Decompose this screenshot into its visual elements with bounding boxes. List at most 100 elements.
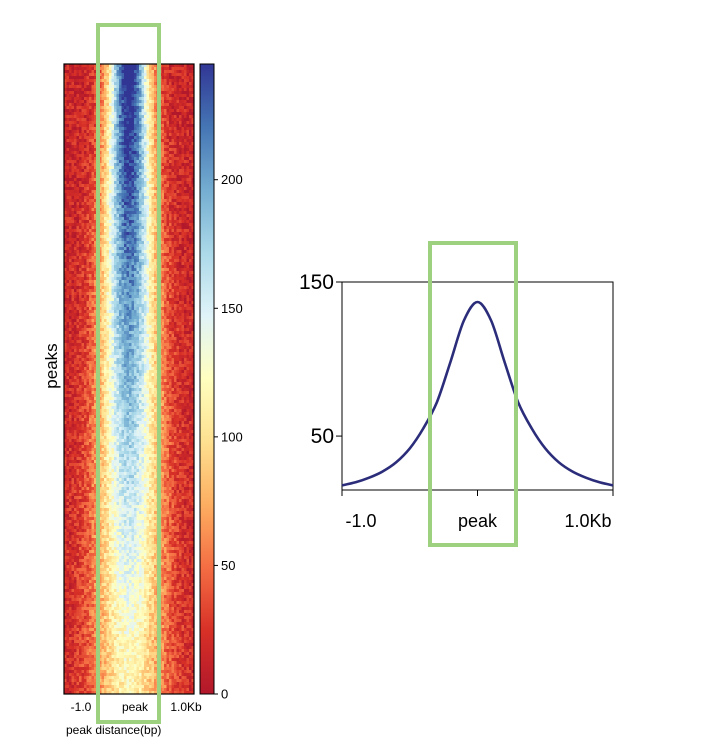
heatmap-cell (84, 220, 87, 224)
heatmap-cell (106, 187, 110, 191)
heatmap-cell (184, 88, 187, 92)
heatmap-cell (104, 307, 107, 311)
heatmap-cell (86, 133, 90, 137)
heatmap-cell (139, 301, 142, 305)
heatmap-cell (119, 337, 122, 341)
heatmap-cell (104, 115, 107, 119)
heatmap-cell (66, 238, 70, 242)
heatmap-cell (169, 244, 172, 248)
heatmap-cell (69, 112, 72, 116)
heatmap-cell (86, 241, 90, 245)
heatmap-cell (116, 91, 120, 95)
heatmap-cell (71, 337, 75, 341)
heatmap-cell (89, 319, 92, 323)
heatmap-cell (71, 322, 75, 326)
heatmap-cell (169, 199, 172, 203)
heatmap-cell (169, 184, 172, 188)
heatmap-cell (129, 163, 132, 167)
heatmap-cell (129, 160, 132, 164)
heatmap-cell (74, 118, 77, 122)
heatmap-cell (139, 286, 142, 290)
heatmap-cell (179, 349, 182, 353)
heatmap-cell (69, 283, 72, 287)
heatmap-cell (189, 298, 192, 302)
heatmap-cell (141, 223, 145, 227)
heatmap-cell (184, 148, 187, 152)
heatmap-cell (139, 307, 142, 311)
heatmap-cell (169, 295, 172, 299)
heatmap-cell (104, 199, 107, 203)
heatmap-cell (171, 274, 175, 278)
heatmap-cell (181, 70, 185, 74)
heatmap-cell (86, 127, 90, 131)
heatmap-cell (164, 157, 167, 161)
heatmap-cell (114, 133, 117, 137)
heatmap-cell (84, 310, 87, 314)
heatmap-cell (124, 148, 127, 152)
heatmap-cell (66, 289, 70, 293)
heatmap-cell (166, 88, 170, 92)
heatmap-cell (121, 160, 125, 164)
heatmap-cell (104, 100, 107, 104)
heatmap-cell (64, 283, 67, 287)
heatmap-cell (176, 214, 180, 218)
heatmap-cell (121, 346, 125, 350)
heatmap-cell (154, 154, 157, 158)
heatmap-cell (119, 169, 122, 173)
heatmap-cell (171, 82, 175, 86)
heatmap-cell (74, 235, 77, 239)
heatmap-cell (186, 172, 190, 176)
heatmap-cell (179, 346, 182, 350)
heatmap-cell (79, 181, 82, 185)
heatmap-cell (144, 79, 147, 83)
heatmap-cell (124, 166, 127, 170)
heatmap-cell (179, 325, 182, 329)
heatmap-cell (169, 88, 172, 92)
heatmap-cell (179, 151, 182, 155)
heatmap-cell (99, 247, 102, 251)
heatmap-cell (141, 88, 145, 92)
heatmap-cell (119, 184, 122, 188)
heatmap-cell (186, 67, 190, 71)
heatmap-cell (171, 106, 175, 110)
heatmap-cell (189, 193, 192, 197)
heatmap-cell (169, 115, 172, 119)
heatmap-cell (179, 121, 182, 125)
heatmap-cell (141, 301, 145, 305)
heatmap-cell (184, 166, 187, 170)
heatmap-cell (109, 253, 112, 257)
heatmap-cell (134, 274, 137, 278)
heatmap-cell (91, 250, 95, 254)
heatmap-cell (106, 109, 110, 113)
heatmap-cell (154, 211, 157, 215)
heatmap-cell (119, 229, 122, 233)
heatmap-cell (191, 220, 195, 224)
heatmap-cell (184, 103, 187, 107)
heatmap-cell (186, 253, 190, 257)
heatmap-cell (174, 190, 177, 194)
heatmap-cell (189, 136, 192, 140)
heatmap-cell (141, 217, 145, 221)
heatmap-cell (64, 307, 67, 311)
heatmap-cell (134, 349, 137, 353)
heatmap-cell (131, 133, 135, 137)
heatmap-cell (91, 103, 95, 107)
heatmap-cell (106, 166, 110, 170)
heatmap-cell (141, 322, 145, 326)
heatmap-cell (114, 211, 117, 215)
heatmap-cell (74, 310, 77, 314)
heatmap-cell (66, 226, 70, 230)
heatmap-cell (134, 202, 137, 206)
heatmap-cell (64, 130, 67, 134)
heatmap-cell (119, 100, 122, 104)
heatmap-cell (81, 349, 85, 353)
heatmap-cell (164, 214, 167, 218)
heatmap-cell (191, 211, 195, 215)
heatmap-cell (119, 274, 122, 278)
heatmap-cell (121, 115, 125, 119)
heatmap-cell (99, 232, 102, 236)
heatmap-cell (79, 151, 82, 155)
heatmap-cell (151, 316, 155, 320)
heatmap-cell (161, 106, 165, 110)
heatmap-cell (169, 283, 172, 287)
